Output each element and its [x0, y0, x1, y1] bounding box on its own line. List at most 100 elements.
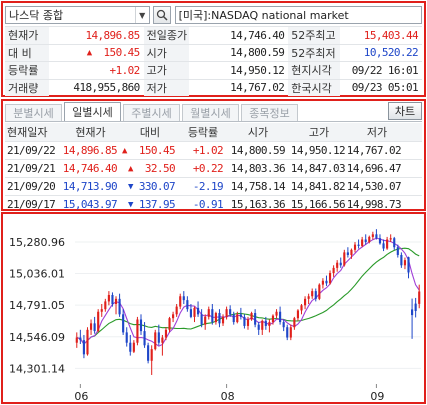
tab-2[interactable]: 주별시세: [123, 104, 180, 121]
up-arrow-icon: ▲: [128, 163, 133, 174]
candle-body: [328, 273, 332, 284]
candle-body: [275, 311, 278, 316]
candle: [339, 257, 342, 268]
candle-body: [122, 314, 125, 333]
candle-body: [89, 323, 93, 330]
candle-body: [261, 320, 264, 330]
candle-body: [218, 313, 221, 324]
candle: [125, 327, 128, 347]
index-name: 나스닥 종합: [9, 9, 64, 22]
x-tick-label: 06: [74, 390, 88, 403]
candle: [346, 247, 349, 258]
candle-body: [186, 300, 189, 310]
candle: [418, 284, 421, 309]
candle-body: [318, 284, 321, 299]
candle: [111, 292, 114, 307]
candle: [211, 304, 214, 325]
date-cell: 21/09/21: [7, 162, 56, 175]
date-cell: 21/09/17: [7, 198, 56, 211]
candle: [182, 291, 185, 304]
history-panel: 분별시세 일별시세 주별시세 월별시세 종목정보 차트 현재일자 현재가 대비 등락률 시가 고가 저…: [1, 99, 426, 211]
quote-label: 현재가: [5, 27, 49, 44]
candle: [378, 234, 382, 245]
candle-body: [378, 238, 382, 244]
candle: [168, 316, 171, 333]
candle-body: [350, 249, 353, 255]
search-button[interactable]: [152, 6, 171, 24]
chart-button[interactable]: 차트: [388, 102, 422, 120]
index-selector[interactable]: 나스닥 종합 ▼: [5, 6, 150, 24]
candle: [143, 322, 146, 348]
candle-body: [389, 238, 392, 240]
candle: [264, 316, 267, 330]
candle: [154, 329, 157, 351]
candle-body: [129, 342, 132, 352]
candle: [325, 275, 328, 286]
rate-cell: -0.91: [192, 198, 224, 211]
candle: [157, 324, 160, 346]
x-tick-label: 09: [370, 390, 384, 403]
candle-body: [200, 314, 203, 325]
column-header[interactable]: 고가: [308, 126, 330, 139]
candle: [321, 278, 324, 289]
candle: [400, 252, 403, 268]
candle: [343, 249, 346, 267]
tab-4[interactable]: 종목정보: [241, 104, 298, 121]
candle-body: [243, 316, 246, 326]
column-header[interactable]: 시가: [247, 126, 269, 139]
candle-body: [282, 322, 285, 328]
candle-body: [172, 314, 175, 319]
column-header[interactable]: 대비: [139, 126, 161, 139]
high-cell: 14,841.82: [290, 180, 346, 193]
candle-body: [293, 318, 296, 328]
chevron-down-icon[interactable]: ▼: [134, 7, 149, 23]
tab-0[interactable]: 분별시세: [5, 104, 62, 121]
change-value: 32.50: [144, 162, 176, 175]
candle: [296, 309, 300, 321]
candle-body: [382, 243, 385, 249]
quote-value: 15,403.44: [340, 27, 422, 44]
table-row[interactable]: 21/09/20 14,713.90 ▼ 330.07 -2.19 14,758.14 14…: [5, 177, 422, 195]
tab-1[interactable]: 일별시세: [64, 102, 121, 121]
table-row[interactable]: 21/09/22 14,896.85 ▲ 150.45 +1.02 14,800.59 14…: [5, 141, 422, 159]
candle-body: [403, 260, 407, 266]
column-header[interactable]: 현재가: [75, 126, 106, 139]
column-header[interactable]: 등락률: [187, 126, 219, 139]
column-header[interactable]: 현재일자: [7, 126, 48, 139]
candle: [261, 319, 264, 335]
candle: [382, 239, 385, 252]
quote-value-text: 14,746.40: [230, 28, 285, 42]
candle: [172, 311, 175, 323]
quote-grid: 현재가 14,896.85 전일종가 14,746.40 52주최고 15,403.44 대…: [5, 26, 422, 96]
candle: [357, 239, 360, 249]
low-cell: 14,696.47: [346, 162, 402, 175]
candle-body: [147, 345, 150, 361]
candle-body: [246, 319, 250, 326]
market-name-field: [미국]:NASDAQ national market: [174, 6, 422, 24]
column-header[interactable]: 저가: [366, 126, 388, 139]
tab-3[interactable]: 월별시세: [182, 104, 239, 121]
candle: [139, 314, 143, 335]
candle-body: [82, 340, 85, 355]
search-icon: [156, 9, 168, 21]
candle-body: [254, 313, 257, 325]
candle: [314, 288, 317, 302]
candle-body: [375, 234, 378, 239]
candle-body: [264, 320, 267, 326]
candle: [232, 311, 235, 325]
quote-panel: 나스닥 종합 ▼ [미국]:NASDAQ national market 현재가…: [1, 1, 426, 97]
candle-body: [179, 296, 182, 307]
candle-body: [414, 303, 417, 311]
candle-body: [250, 313, 253, 320]
table-row[interactable]: 21/09/17 15,043.97 ▼ 137.95 -0.91 15,163.36 15…: [5, 195, 422, 213]
candle: [93, 316, 96, 334]
candle-body: [136, 319, 139, 343]
candle-body: [150, 349, 153, 361]
rate-cell: +0.22: [192, 162, 224, 175]
table-row[interactable]: 21/09/21 14,746.40 ▲ 32.50 +0.22 14,803.36 14,…: [5, 159, 422, 177]
quote-value: 09/22 16:01: [340, 62, 422, 79]
candle-body: [325, 280, 328, 284]
candle-body: [418, 291, 421, 304]
y-tick-label: 14,546.09: [9, 331, 65, 344]
candle-body: [86, 329, 89, 355]
